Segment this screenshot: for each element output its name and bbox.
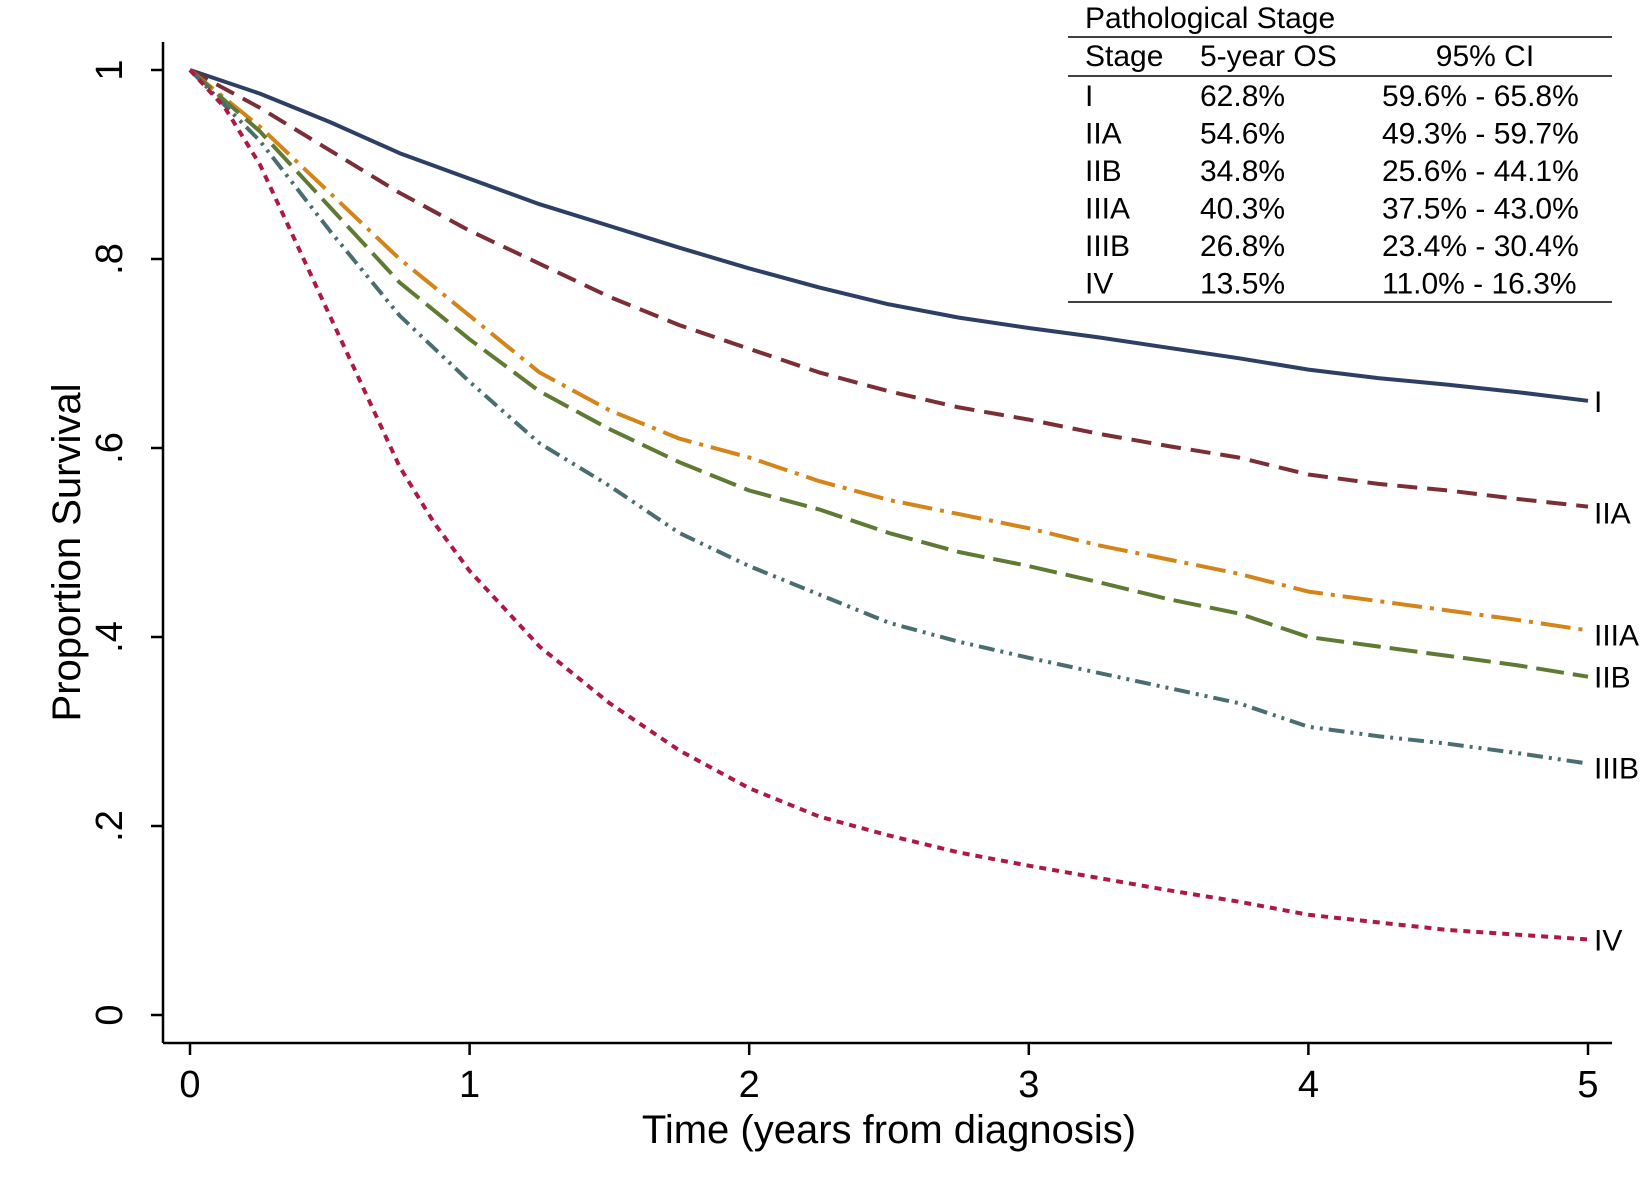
inset-table: Pathological Stage Stage 5-year OS 95% CI I 6…	[1068, 2, 1612, 303]
y-axis-title: Proportion Survival	[45, 384, 89, 722]
inset-cell: 34.8%	[1200, 155, 1285, 188]
series-label-IIIA: IIIA	[1594, 619, 1639, 652]
inset-cell: IIIB	[1085, 230, 1130, 263]
inset-cell: I	[1085, 80, 1093, 113]
series-label-IIIB: IIIB	[1594, 753, 1639, 786]
curve-IV	[188, 68, 1589, 942]
y-tick-label: .2	[89, 810, 131, 842]
inset-cell: IV	[1085, 268, 1113, 301]
series-label-IV: IV	[1594, 924, 1622, 957]
series-label-IIA: IIA	[1594, 498, 1631, 531]
inset-header: 5-year OS	[1200, 40, 1337, 73]
inset-cell: IIIA	[1085, 193, 1130, 226]
x-tick-label: 0	[179, 1064, 200, 1106]
curve-IIB	[188, 68, 1589, 679]
curve-IIIB	[188, 68, 1589, 766]
x-tick-label: 5	[1577, 1064, 1598, 1106]
x-axis-title: Time (years from diagnosis)	[642, 1108, 1136, 1152]
y-tick-label: 1	[89, 59, 131, 80]
curve-I	[189, 68, 1589, 403]
inset-cell: 49.3% - 59.7%	[1382, 118, 1579, 151]
x-tick-label: 3	[1018, 1064, 1039, 1106]
x-tick-label: 2	[739, 1064, 760, 1106]
y-tick-label: .8	[89, 243, 131, 275]
inset-cell: 54.6%	[1200, 118, 1285, 151]
y-tick-label: .6	[89, 432, 131, 464]
inset-cell: 23.4% - 30.4%	[1382, 230, 1579, 263]
inset-cell: IIB	[1085, 155, 1122, 188]
inset-cell: 62.8%	[1200, 80, 1285, 113]
inset-cell: 13.5%	[1200, 268, 1285, 301]
x-tick-label: 4	[1298, 1064, 1319, 1106]
inset-header: 95% CI	[1436, 40, 1534, 73]
inset-cell: 40.3%	[1200, 193, 1285, 226]
inset-header: Stage	[1085, 40, 1163, 73]
inset-cell: 37.5% - 43.0%	[1382, 193, 1579, 226]
curve-IIA	[189, 68, 1589, 509]
inset-cell: 26.8%	[1200, 230, 1285, 263]
curve-IIIA	[188, 68, 1589, 633]
inset-cell: IIA	[1085, 118, 1122, 151]
series-label-IIB: IIB	[1594, 662, 1631, 695]
axes: 0 1 2 3 4 5 0 .2 .4 .6 .8 1	[89, 42, 1612, 1106]
inset-cell: 11.0% - 16.3%	[1382, 268, 1577, 301]
series-label-I: I	[1594, 386, 1602, 419]
y-tick-label: .4	[89, 621, 131, 653]
inset-cell: 25.6% - 44.1%	[1382, 155, 1579, 188]
x-tick-label: 1	[459, 1064, 480, 1106]
inset-cell: 59.6% - 65.8%	[1382, 80, 1579, 113]
inset-title: Pathological Stage	[1085, 2, 1335, 35]
survival-curves	[188, 68, 1589, 942]
y-tick-label: 0	[89, 1004, 131, 1025]
